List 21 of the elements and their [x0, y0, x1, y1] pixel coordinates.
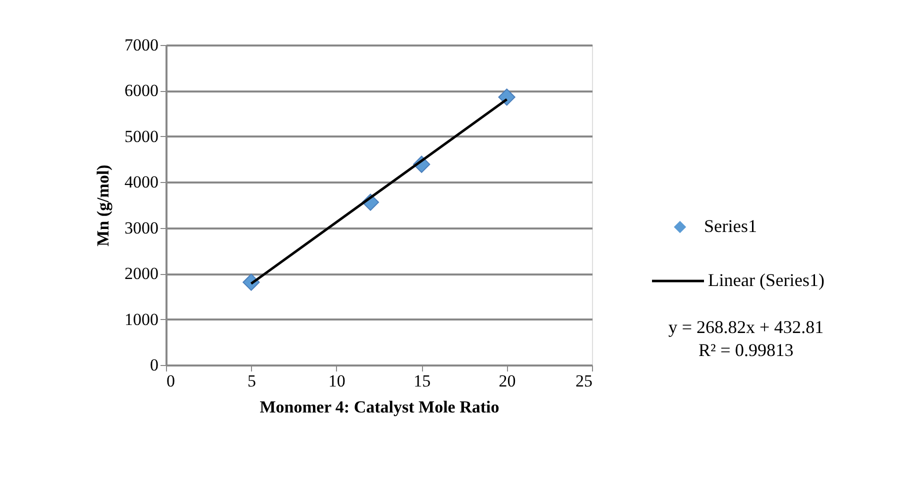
point [498, 88, 516, 106]
x-tick-label: 15 [414, 372, 431, 390]
text: y = 268.82x + 432.81 [668, 317, 824, 337]
y-tick-label: 1000 [124, 310, 158, 329]
text: R² = 0.99813 [698, 340, 794, 360]
y-tick-label: 0 [150, 356, 158, 374]
y-axis-title: Mn (g/mol) [94, 164, 112, 246]
x-tick-label: 10 [328, 372, 346, 390]
legend-label: Series1 [704, 216, 757, 236]
x-axis-title: Monomer 4: Catalyst Mole Ratio [260, 398, 500, 416]
y-tick-label: 3000 [124, 218, 158, 238]
y-tick-label: 6000 [124, 81, 158, 100]
y-tick-label: 7000 [124, 36, 158, 54]
y-tick-label: 5000 [124, 126, 158, 146]
y-tick-label: 2000 [124, 264, 158, 284]
x-tick-label: 20 [498, 372, 516, 390]
x-tick-label: 25 [576, 372, 592, 390]
x-tick-label: 0 [166, 372, 175, 390]
y-tick-label: 4000 [124, 172, 158, 192]
legend-label: Linear (Series1) [708, 270, 824, 290]
x-tick-label: 5 [247, 372, 256, 390]
